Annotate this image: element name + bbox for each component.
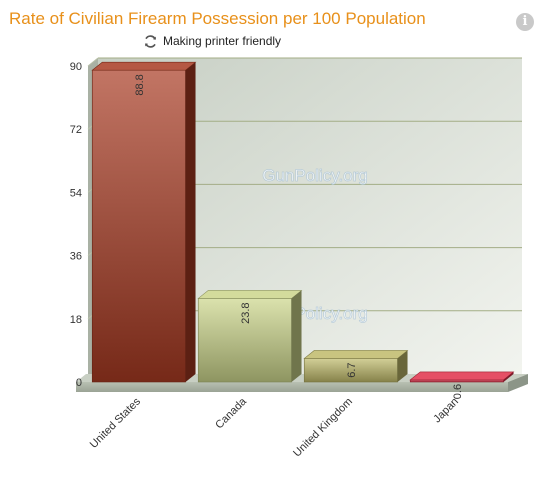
x-tick-label: United States xyxy=(88,395,144,451)
bar-value-label: 23.8 xyxy=(240,302,252,323)
bar-side xyxy=(503,371,514,382)
bar-side xyxy=(291,290,302,382)
bar-japan[interactable] xyxy=(409,371,515,383)
bar-value-label: 6.7 xyxy=(346,362,358,377)
bar-side xyxy=(397,350,408,382)
x-tick-label: United Kingdom xyxy=(291,396,355,460)
info-icon[interactable]: i xyxy=(516,13,534,31)
bar-front xyxy=(197,298,292,383)
printer-friendly-label: Making printer friendly xyxy=(163,34,282,48)
bar-top xyxy=(197,290,303,299)
floor-side xyxy=(508,374,528,392)
watermark-text: GunPolicy.org xyxy=(262,166,368,185)
bar-front xyxy=(91,69,186,383)
bar-value-label: 88.8 xyxy=(134,74,146,95)
x-tick-label: Japan xyxy=(431,396,461,426)
refresh-icon xyxy=(145,34,156,48)
printer-friendly-link[interactable]: Making printer friendly xyxy=(143,31,281,51)
bar-united-states[interactable] xyxy=(91,61,197,383)
bar-united-kingdom[interactable] xyxy=(303,350,409,383)
bar-value-label: 0.6 xyxy=(452,384,464,399)
page-title: Rate of Civilian Firearm Possession per … xyxy=(9,9,426,28)
bar-top xyxy=(303,350,409,359)
y-tick-label: 18 xyxy=(70,314,82,326)
y-tick-label: 0 xyxy=(76,377,82,389)
bar-front xyxy=(409,379,504,383)
floor-front xyxy=(76,382,508,392)
bar-side xyxy=(185,62,196,383)
x-tick-label: Canada xyxy=(213,395,249,431)
y-tick-label: 54 xyxy=(70,187,82,199)
y-tick-label: 90 xyxy=(70,61,82,73)
bar-canada[interactable] xyxy=(197,290,303,383)
bar-top xyxy=(409,371,515,381)
y-tick-label: 36 xyxy=(70,251,82,263)
gridline-wall xyxy=(87,57,99,67)
y-tick-label: 72 xyxy=(70,124,82,136)
bar-top xyxy=(91,61,197,71)
